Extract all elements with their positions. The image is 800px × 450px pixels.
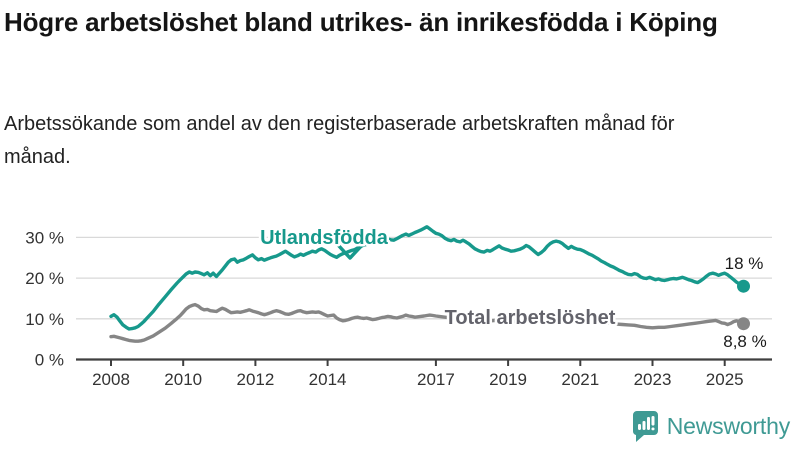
end-dot-total [737,317,750,331]
x-tick-2019: 2019 [489,370,527,389]
newsworthy-logo[interactable]: Newsworthy [630,409,790,443]
exclamation-dot [651,427,655,431]
chart-title: Högre arbetslöshet bland utrikes- än inr… [4,7,718,37]
bar-medium [642,421,646,430]
footer: Newsworthy [630,409,790,443]
end-value-utlandsfodda: 18 % [725,254,764,273]
bar-small [637,424,641,430]
newsworthy-bar-chart-speech-bubble-icon [632,411,658,442]
y-tick-10: 10 % [25,310,64,329]
y-tick-0: 0 % [35,351,64,370]
line-total-arbetsloshet [109,302,746,343]
x-tick-2012: 2012 [236,370,274,389]
chevron-down-icon [337,241,366,260]
x-tick-2025: 2025 [706,370,744,389]
bar-tall [646,417,650,430]
y-tick-20: 20 % [25,269,64,288]
series-label-total-arbetsloshet: Total arbetslöshet [445,307,616,329]
newsworthy-wordmark: Newsworthy [666,412,790,439]
chart-subtitle: Arbetssökande som andel av den registerb… [4,113,675,168]
end-dot-utlandsfodda [737,279,750,293]
x-tick-2010: 2010 [164,370,202,389]
exclamation-bar [651,416,655,426]
x-tick-2021: 2021 [561,370,599,389]
x-tick-2014: 2014 [309,370,347,389]
x-tick-2023: 2023 [634,370,672,389]
line-utlandsfodda [109,225,746,331]
x-tick-2008: 2008 [92,370,130,389]
x-tick-2017: 2017 [417,370,455,389]
series-label-utlandsfodda: Utlandsfödda [260,227,389,249]
y-tick-30: 30 % [25,228,64,247]
end-value-total: 8,8 % [723,332,766,351]
